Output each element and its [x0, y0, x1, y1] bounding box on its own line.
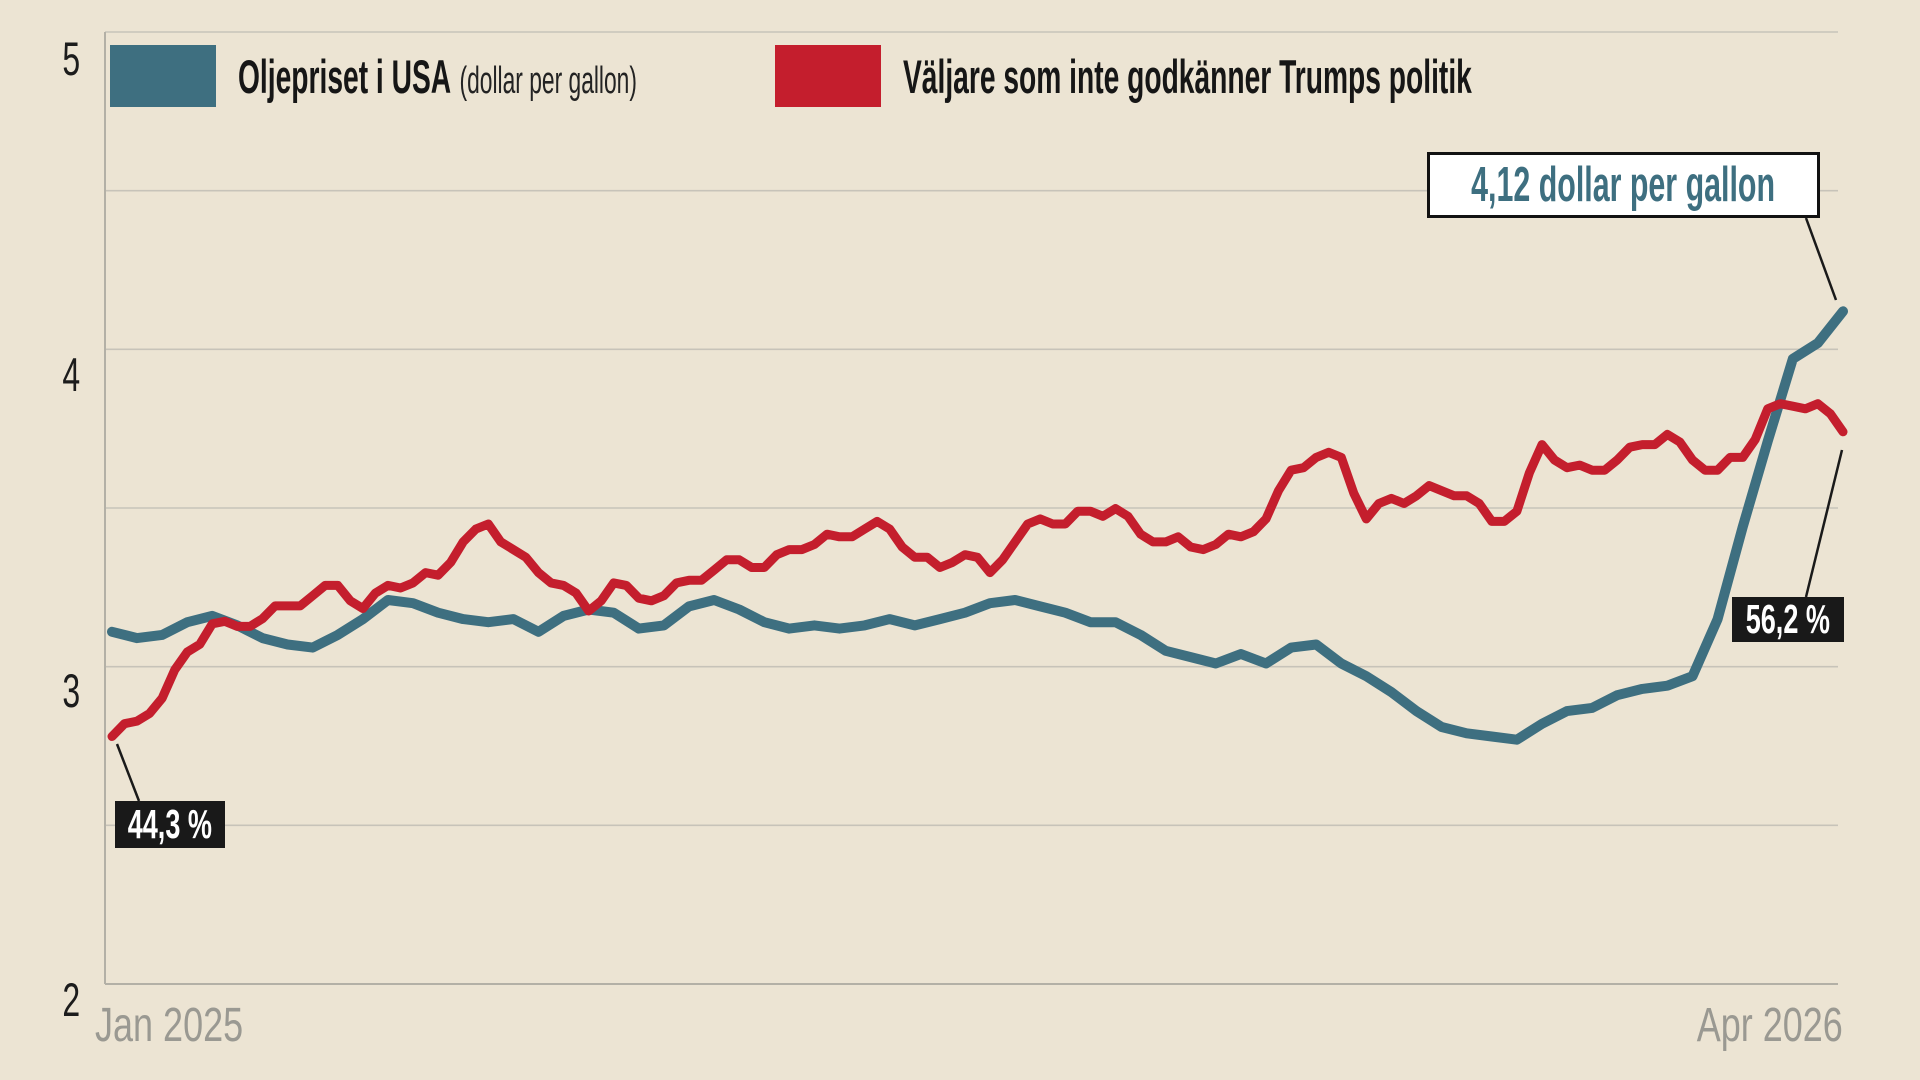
x-label-jan-2025: Jan 2025 — [95, 999, 244, 1052]
oil-legend-label: Oljepriset i USA (dollar per gallon) — [238, 45, 903, 107]
y-tick-2: 2 — [62, 973, 80, 1026]
y-tick-4: 4 — [62, 348, 80, 401]
oil-callout-connector-line — [1804, 217, 1838, 301]
oil-end-callout: 4,12 dollar per gallon — [1427, 152, 1820, 218]
oil-legend-subtitle: (dollar per gallon) — [459, 59, 637, 102]
oil-legend-swatch — [110, 45, 216, 107]
voters-legend-title: Väljare som inte godkänner Trumps politi… — [903, 49, 1472, 103]
voters-legend-label: Väljare som inte godkänner Trumps politi… — [903, 45, 1851, 107]
voters-start-connector-line — [115, 743, 141, 802]
voters-legend-swatch — [775, 45, 881, 107]
x-label-apr-2026: Apr 2026 — [1696, 999, 1843, 1052]
annotation-connectors — [115, 217, 1844, 802]
oil-legend-title: Oljepriset i USA — [238, 49, 452, 103]
gridlines — [105, 31, 1838, 827]
y-tick-5: 5 — [62, 32, 80, 85]
voters-end-connector-line — [1804, 449, 1844, 598]
voters-start-badge: 44,3 % — [115, 801, 225, 848]
voters-disapproval-line — [107, 399, 1848, 741]
y-tick-3: 3 — [62, 664, 80, 717]
oil-price-line — [107, 306, 1848, 745]
axes — [104, 32, 1838, 985]
voters-end-badge: 56,2 % — [1732, 596, 1844, 642]
